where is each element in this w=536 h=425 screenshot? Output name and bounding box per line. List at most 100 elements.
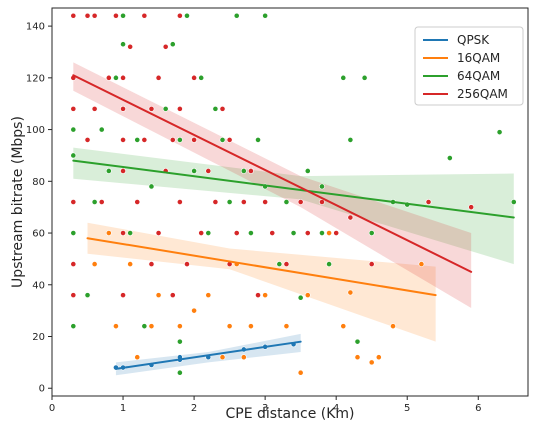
16qam-point: [375, 354, 382, 361]
64qam-point: [262, 12, 269, 19]
64qam-point: [212, 105, 219, 112]
256qam-point: [169, 292, 176, 299]
256qam-point: [105, 74, 112, 81]
16qam-point: [248, 323, 254, 330]
64qam-point: [176, 338, 183, 345]
64qam-point: [319, 183, 325, 190]
256qam-point: [169, 137, 176, 143]
64qam-point: [176, 137, 183, 143]
64qam-point: [105, 168, 112, 174]
64qam-point: [226, 199, 233, 205]
256qam-point: [304, 230, 311, 236]
64qam-point: [84, 292, 91, 299]
qpsk-regression-line: [114, 340, 302, 370]
16qam-point: [418, 261, 425, 267]
256qam-point: [333, 230, 340, 236]
64qam-point: [127, 230, 134, 236]
16qam-point: [354, 354, 361, 361]
64qam-point: [340, 74, 347, 81]
256qam-point: [141, 12, 148, 19]
y-tick-label: 80: [32, 177, 45, 188]
64qam-point: [233, 12, 240, 19]
16qam-point: [191, 307, 197, 314]
64qam-point: [70, 323, 77, 330]
256qam-point: [91, 105, 98, 112]
256qam-point: [176, 105, 183, 112]
y-axis-label: Upstream bitrate (Mbps): [10, 116, 26, 288]
256qam-point: [269, 230, 276, 236]
64qam-point: [191, 168, 197, 174]
64qam-point: [219, 137, 226, 143]
y-tick-label: 20: [32, 332, 45, 343]
64qam-point: [205, 230, 212, 236]
256qam-point: [176, 12, 183, 19]
64qam-point: [255, 137, 261, 143]
y-tick-label: 60: [32, 229, 45, 240]
64qam-point: [70, 152, 77, 159]
256qam-point: [262, 199, 269, 205]
256qam-point: [120, 230, 126, 236]
x-axis-label: CPE distance (Km): [225, 406, 354, 422]
16qam-point: [297, 369, 304, 376]
256qam-point: [368, 261, 375, 267]
x-tick-label: 5: [404, 403, 410, 414]
16qam-point: [283, 323, 290, 330]
256qam-point: [148, 261, 155, 267]
64qam-point: [162, 105, 169, 112]
16qam-point: [205, 292, 212, 299]
16qam-point: [127, 261, 134, 267]
16qam-point: [226, 323, 233, 330]
16qam-point: [340, 323, 347, 330]
64qam-point: [319, 230, 325, 236]
256qam-point: [226, 137, 233, 143]
16qam-point: [148, 323, 155, 330]
256qam-regression-line: [72, 74, 473, 273]
256qam-point: [255, 292, 261, 299]
256qam-point: [283, 261, 290, 267]
16qam-point: [390, 323, 396, 330]
64qam-point: [368, 230, 375, 236]
16qam-point: [262, 292, 269, 299]
256qam-point: [120, 74, 126, 81]
256qam-point: [120, 168, 126, 174]
16qam-point: [113, 323, 119, 330]
256qam-point: [191, 137, 197, 143]
16qam-point: [155, 292, 162, 299]
16qam-regression-line: [86, 237, 437, 297]
x-tick-label: 4: [333, 403, 339, 414]
16qam-point: [105, 230, 112, 236]
64qam-point: [347, 137, 354, 143]
64qam-point: [361, 74, 368, 81]
256qam-point: [205, 168, 212, 174]
x-tick-label: 3: [262, 403, 268, 414]
256qam-point: [70, 105, 77, 112]
64qam-point: [276, 261, 283, 267]
x-tick-label: 1: [120, 403, 126, 414]
64qam-point: [113, 74, 119, 81]
256qam-point: [425, 199, 432, 205]
256qam-point: [248, 168, 254, 174]
64qam-point: [70, 230, 77, 236]
x-tick-label: 2: [191, 403, 197, 414]
64qam-point: [283, 199, 290, 205]
256qam-point: [120, 137, 126, 143]
256qam-point: [198, 230, 205, 236]
256qam-point: [70, 199, 77, 205]
64qam-regression-line: [72, 159, 515, 219]
256qam-point: [468, 204, 475, 211]
64qam-point: [176, 369, 183, 376]
64qam-point: [91, 199, 98, 205]
16qam-point: [240, 354, 247, 361]
64qam-point: [120, 12, 126, 19]
64qam-point: [248, 230, 254, 236]
16qam-point: [347, 289, 354, 296]
16qam-point: [368, 359, 375, 366]
256qam-point: [84, 12, 91, 19]
256qam-point: [84, 137, 91, 143]
64qam-point: [354, 338, 361, 345]
256qam-point: [70, 292, 77, 299]
256qam-point: [113, 12, 119, 19]
16qam-point: [91, 261, 98, 267]
64qam-point: [290, 230, 297, 236]
